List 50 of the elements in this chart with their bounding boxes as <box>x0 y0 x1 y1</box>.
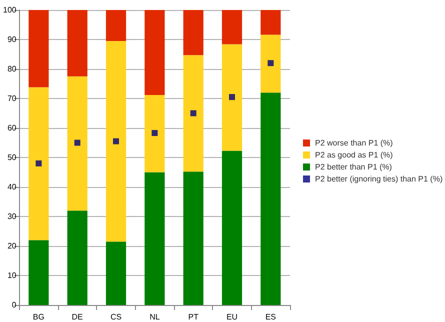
point <box>152 130 158 136</box>
x-tick-label: DE <box>72 312 83 322</box>
x-tick-label: NL <box>150 312 160 322</box>
y-tick-label: 0 <box>12 300 17 310</box>
legend-label: P2 worse than P1 (%) <box>315 138 394 148</box>
point <box>190 110 196 116</box>
bar <box>106 40 126 242</box>
bar <box>260 34 281 93</box>
bar <box>260 92 281 305</box>
bar <box>222 44 242 151</box>
y-tick-label: 30 <box>7 212 17 221</box>
bar <box>67 10 88 76</box>
bar <box>260 10 281 35</box>
point <box>268 60 274 66</box>
bar <box>28 87 49 240</box>
x-tick-label: EU <box>226 312 238 322</box>
bar <box>144 10 165 95</box>
y-tick-label: 50 <box>7 153 17 162</box>
point <box>74 140 80 146</box>
bar <box>222 150 242 305</box>
bar <box>222 10 242 44</box>
point <box>113 138 120 144</box>
bar <box>67 210 88 305</box>
bar <box>28 10 49 88</box>
y-tick-label: 40 <box>7 182 17 192</box>
y-tick-label: 70 <box>7 94 17 103</box>
bar <box>67 76 88 211</box>
bar <box>106 10 126 41</box>
x-tick-label: ES <box>265 312 276 322</box>
x-tick-label: PT <box>188 312 199 322</box>
y-tick-label: 80 <box>7 64 17 74</box>
bar <box>106 242 126 305</box>
x-tick-label: BG <box>32 312 44 322</box>
bar <box>28 240 49 305</box>
legend-label: P2 better (ignoring ties) than P1 (%) <box>315 174 443 184</box>
y-tick-label: 60 <box>7 124 17 132</box>
point <box>229 94 236 100</box>
bar <box>183 172 204 305</box>
legend-label: P2 as good as P1 (%) <box>315 150 394 160</box>
y-tick-label: 20 <box>7 242 17 250</box>
point <box>36 160 42 166</box>
bar <box>144 94 165 172</box>
y-tick-label: 10 <box>7 271 17 280</box>
legend-label: P2 better than P1 (%) <box>315 162 392 172</box>
y-tick-label: 100 <box>2 6 17 14</box>
y-tick-label: 90 <box>7 35 17 44</box>
bar <box>183 10 204 56</box>
bar <box>183 55 204 172</box>
bar <box>144 172 165 305</box>
x-tick-label: CS <box>110 312 122 322</box>
